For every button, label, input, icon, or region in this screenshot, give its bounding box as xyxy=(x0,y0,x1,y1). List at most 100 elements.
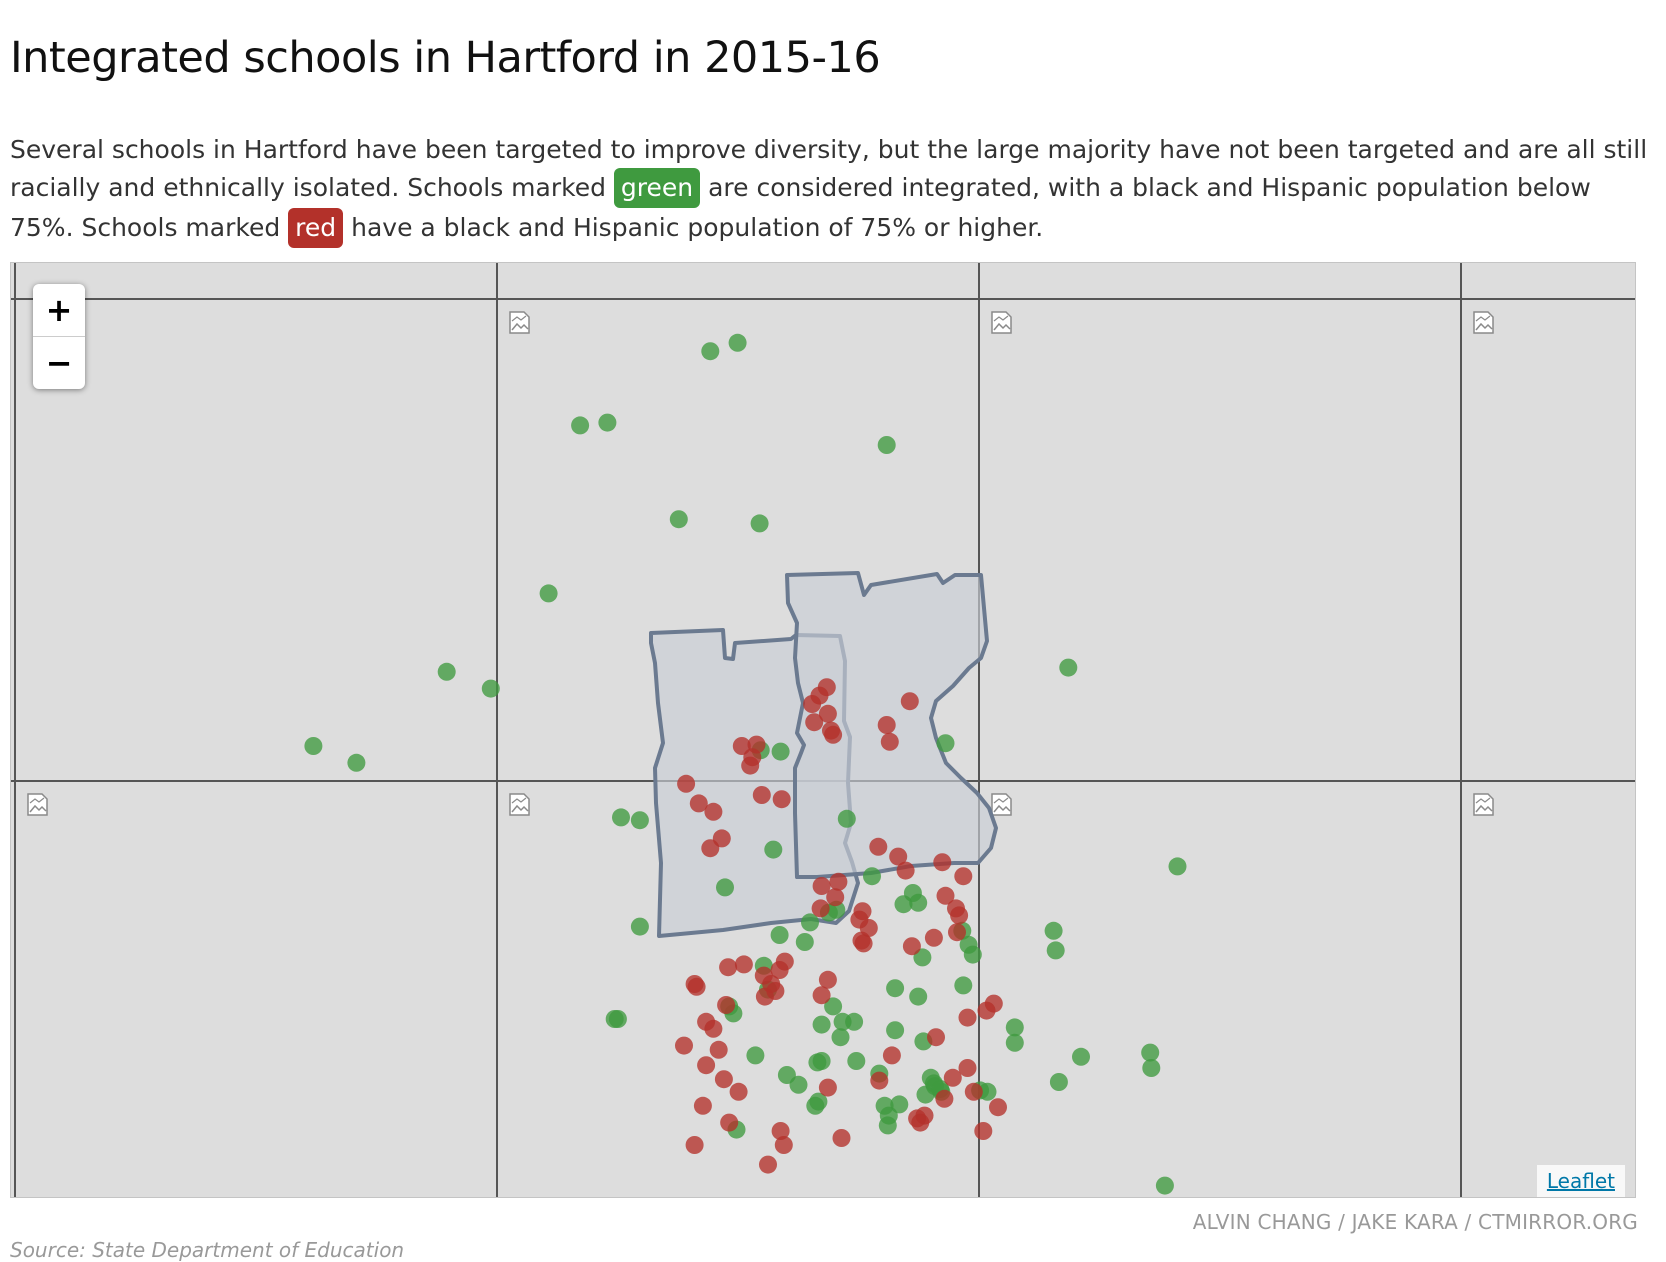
school-marker-isolated[interactable] xyxy=(989,1098,1007,1117)
school-marker-isolated[interactable] xyxy=(770,961,789,979)
school-marker-isolated[interactable] xyxy=(877,716,896,734)
school-marker-isolated[interactable] xyxy=(803,695,822,713)
school-marker-integrated[interactable] xyxy=(890,1095,909,1114)
map-canvas[interactable] xyxy=(11,263,1636,1198)
school-marker-isolated[interactable] xyxy=(717,996,736,1014)
map[interactable]: + − Leaflet xyxy=(10,262,1636,1198)
school-marker-isolated[interactable] xyxy=(943,1068,962,1087)
school-marker-isolated[interactable] xyxy=(701,839,720,858)
school-marker-integrated[interactable] xyxy=(877,436,896,454)
school-marker-isolated[interactable] xyxy=(772,790,791,809)
school-marker-isolated[interactable] xyxy=(933,853,952,872)
school-marker-integrated[interactable] xyxy=(808,1053,827,1072)
school-marker-isolated[interactable] xyxy=(900,692,919,711)
school-marker-integrated[interactable] xyxy=(812,1015,831,1034)
school-marker-isolated[interactable] xyxy=(927,1028,945,1047)
school-marker-isolated[interactable] xyxy=(811,899,830,918)
school-marker-isolated[interactable] xyxy=(870,1071,889,1090)
school-marker-integrated[interactable] xyxy=(909,893,928,912)
school-marker-isolated[interactable] xyxy=(704,1019,723,1038)
school-marker-isolated[interactable] xyxy=(964,1082,983,1101)
school-marker-isolated[interactable] xyxy=(720,1113,739,1132)
school-marker-isolated[interactable] xyxy=(675,1036,693,1055)
school-marker-integrated[interactable] xyxy=(750,514,769,533)
school-marker-integrated[interactable] xyxy=(1044,921,1063,940)
school-marker-isolated[interactable] xyxy=(974,1122,993,1140)
school-marker-isolated[interactable] xyxy=(896,861,915,880)
school-marker-integrated[interactable] xyxy=(926,1077,944,1096)
school-marker-integrated[interactable] xyxy=(909,987,928,1006)
school-marker-integrated[interactable] xyxy=(1046,941,1065,960)
school-marker-isolated[interactable] xyxy=(880,732,899,751)
school-marker-isolated[interactable] xyxy=(850,910,869,929)
school-marker-integrated[interactable] xyxy=(571,416,590,435)
school-marker-isolated[interactable] xyxy=(882,1046,901,1065)
school-marker-integrated[interactable] xyxy=(1049,1073,1068,1091)
school-marker-isolated[interactable] xyxy=(935,1089,954,1108)
zoom-in-button[interactable]: + xyxy=(33,284,85,337)
school-marker-integrated[interactable] xyxy=(1005,1018,1024,1037)
school-marker-isolated[interactable] xyxy=(818,1078,837,1097)
school-marker-isolated[interactable] xyxy=(832,1129,851,1147)
school-marker-isolated[interactable] xyxy=(984,994,1003,1013)
school-marker-integrated[interactable] xyxy=(886,1021,905,1040)
school-marker-integrated[interactable] xyxy=(1059,658,1078,677)
school-marker-integrated[interactable] xyxy=(1155,1176,1174,1195)
school-marker-integrated[interactable] xyxy=(886,979,905,998)
school-marker-integrated[interactable] xyxy=(963,945,982,964)
school-marker-integrated[interactable] xyxy=(1142,1059,1161,1077)
school-marker-isolated[interactable] xyxy=(915,1106,934,1125)
school-marker-isolated[interactable] xyxy=(752,786,771,804)
school-marker-isolated[interactable] xyxy=(719,958,738,977)
school-marker-isolated[interactable] xyxy=(958,1008,977,1027)
school-marker-integrated[interactable] xyxy=(1005,1033,1024,1052)
school-marker-isolated[interactable] xyxy=(771,1122,790,1140)
school-marker-isolated[interactable] xyxy=(693,1096,712,1115)
school-marker-integrated[interactable] xyxy=(863,867,881,886)
school-marker-isolated[interactable] xyxy=(697,1056,716,1075)
school-marker-isolated[interactable] xyxy=(704,802,723,821)
school-marker-integrated[interactable] xyxy=(801,913,819,932)
school-marker-isolated[interactable] xyxy=(936,886,955,905)
school-marker-isolated[interactable] xyxy=(826,888,845,907)
school-marker-isolated[interactable] xyxy=(729,1082,748,1101)
school-marker-isolated[interactable] xyxy=(924,928,943,947)
school-marker-isolated[interactable] xyxy=(954,867,973,886)
school-marker-isolated[interactable] xyxy=(812,877,831,895)
leaflet-link[interactable]: Leaflet xyxy=(1546,1169,1615,1193)
school-marker-isolated[interactable] xyxy=(714,1070,733,1089)
school-marker-isolated[interactable] xyxy=(687,977,706,996)
school-marker-isolated[interactable] xyxy=(709,1040,728,1059)
school-marker-isolated[interactable] xyxy=(766,982,785,1000)
school-marker-integrated[interactable] xyxy=(764,840,783,859)
school-marker-isolated[interactable] xyxy=(812,986,831,1005)
school-marker-isolated[interactable] xyxy=(869,837,888,856)
school-marker-integrated[interactable] xyxy=(845,1012,864,1031)
school-marker-integrated[interactable] xyxy=(605,1010,624,1028)
school-marker-integrated[interactable] xyxy=(304,737,323,755)
school-marker-integrated[interactable] xyxy=(539,584,558,603)
school-marker-integrated[interactable] xyxy=(789,1075,808,1094)
school-marker-integrated[interactable] xyxy=(701,342,720,361)
school-marker-integrated[interactable] xyxy=(481,679,500,698)
school-marker-integrated[interactable] xyxy=(630,917,649,936)
school-marker-integrated[interactable] xyxy=(831,1028,850,1047)
school-marker-integrated[interactable] xyxy=(746,1046,765,1065)
school-marker-isolated[interactable] xyxy=(734,955,753,974)
school-marker-isolated[interactable] xyxy=(902,937,921,956)
school-marker-integrated[interactable] xyxy=(728,333,747,352)
school-marker-isolated[interactable] xyxy=(741,756,760,775)
school-marker-integrated[interactable] xyxy=(1168,857,1187,876)
school-marker-isolated[interactable] xyxy=(958,1059,977,1077)
school-marker-isolated[interactable] xyxy=(774,1136,793,1154)
school-marker-isolated[interactable] xyxy=(829,872,848,891)
school-marker-integrated[interactable] xyxy=(795,933,814,951)
school-marker-integrated[interactable] xyxy=(612,808,630,827)
school-marker-integrated[interactable] xyxy=(954,976,973,995)
school-marker-isolated[interactable] xyxy=(818,704,837,723)
school-marker-integrated[interactable] xyxy=(837,809,856,828)
school-marker-integrated[interactable] xyxy=(847,1052,866,1070)
school-marker-isolated[interactable] xyxy=(677,774,696,793)
school-marker-integrated[interactable] xyxy=(824,997,843,1016)
school-marker-integrated[interactable] xyxy=(936,734,955,753)
